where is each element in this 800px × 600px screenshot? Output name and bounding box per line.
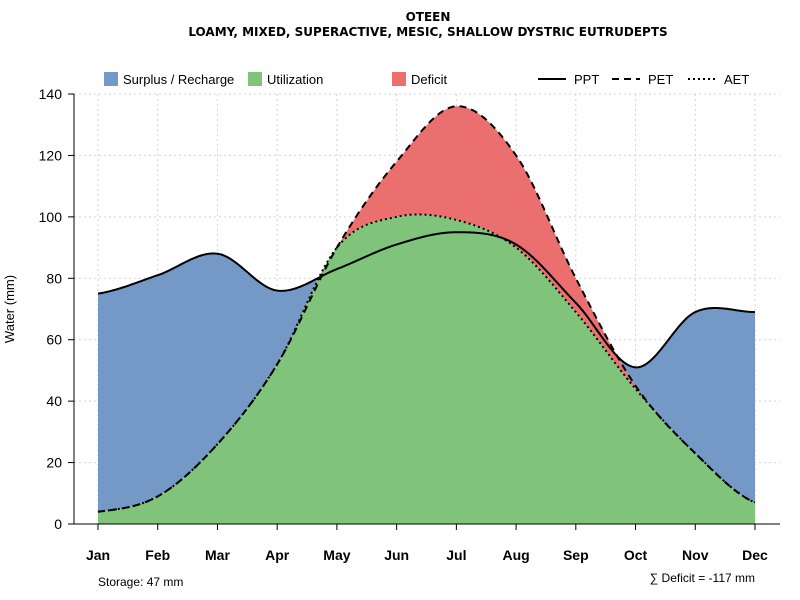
line-aet: [97, 213, 756, 513]
y-tick-label-140: 140: [39, 86, 63, 102]
area-layer: [98, 106, 755, 524]
legend-swatch-utilization: [248, 72, 262, 86]
x-tick-label-jun: Jun: [384, 547, 409, 563]
axes: 0 20 40 60 80 100 120 140 Jan Feb Mar Apr May Jun Jul A…: [39, 86, 780, 563]
area-utilization: [98, 214, 755, 524]
line-layer: [97, 105, 756, 513]
deficit-annotation: ∑ Deficit = -117 mm: [650, 571, 755, 585]
area-surplus-recharge: [98, 106, 755, 512]
x-tick-label-apr: Apr: [265, 547, 290, 563]
x-tick-label-feb: Feb: [145, 547, 170, 563]
y-tick-label-100: 100: [39, 209, 63, 225]
x-tick-label-may: May: [323, 547, 350, 563]
y-tick-label-0: 0: [54, 516, 62, 532]
y-tick-label-60: 60: [46, 332, 62, 348]
legend-label-deficit: Deficit: [411, 72, 448, 87]
x-tick-label-jul: Jul: [446, 547, 466, 563]
legend-label-utilization: Utilization: [267, 72, 323, 87]
x-tick-label-dec: Dec: [742, 547, 768, 563]
chart-title: OTEEN: [406, 10, 451, 24]
area-deficit: [98, 106, 755, 512]
x-tick-label-sep: Sep: [563, 547, 589, 563]
line-ppt: [97, 231, 756, 369]
y-tick-label-40: 40: [46, 393, 62, 409]
legend-label-pet: PET: [648, 72, 673, 87]
chart-subtitle: LOAMY, MIXED, SUPERACTIVE, MESIC, SHALLO…: [188, 25, 667, 39]
y-tick-label-120: 120: [39, 147, 63, 163]
y-tick-label-80: 80: [46, 270, 62, 286]
x-tick-label-jan: Jan: [86, 547, 110, 563]
y-tick-label-20: 20: [46, 455, 62, 471]
x-tick-label-aug: Aug: [502, 547, 529, 563]
legend-label-surplus-recharge: Surplus / Recharge: [123, 72, 234, 87]
line-pet: [97, 105, 756, 513]
legend-swatch-surplus-recharge: [104, 72, 118, 86]
legend: Surplus / Recharge Utilization Deficit PPT P…: [104, 72, 749, 87]
x-tick-label-mar: Mar: [205, 547, 230, 563]
x-tick-label-nov: Nov: [682, 547, 709, 563]
y-axis-label: Water (mm): [2, 275, 17, 343]
legend-label-aet: AET: [724, 72, 749, 87]
storage-annotation: Storage: 47 mm: [98, 575, 183, 589]
x-tick-label-oct: Oct: [624, 547, 648, 563]
legend-swatch-deficit: [392, 72, 406, 86]
legend-label-ppt: PPT: [574, 72, 599, 87]
